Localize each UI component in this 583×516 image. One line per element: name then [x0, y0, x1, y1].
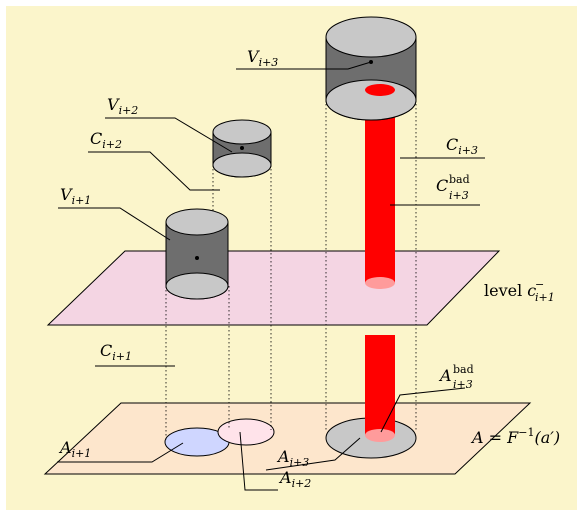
- label-C-i2: Ci+2: [90, 129, 122, 151]
- label-C-bad-sup: bad: [449, 173, 470, 186]
- bad-tube-lower-end: [365, 429, 395, 441]
- label-A-bad-sup: bad: [453, 363, 474, 376]
- level-plane: [46, 250, 501, 326]
- label-C-bad: C: [436, 176, 448, 195]
- label-A-i1: Ai+1: [58, 438, 91, 460]
- label-A-i2: Ai+2: [278, 468, 311, 490]
- label-A-bad-sub: i+3: [453, 378, 473, 391]
- cylinder-V-i2: [212, 119, 272, 178]
- label-C-bad-sub: i+3: [449, 189, 469, 202]
- label-C-i3: Ci+3: [446, 135, 478, 157]
- label-A-bad: A: [438, 366, 452, 385]
- label-level: level c: [484, 281, 536, 300]
- cylinder-V-i1: [165, 208, 229, 300]
- label-A-preimage: A = F−1(a′): [470, 426, 560, 447]
- projection-lines: [165, 100, 417, 442]
- bad-tube-upper-bottom: [365, 277, 395, 289]
- disk-A-i2: [217, 418, 275, 446]
- label-A-i3: Ai+3: [276, 447, 309, 469]
- cylinder-V-i3: [325, 16, 417, 121]
- label-C-i1: Ci+1: [100, 341, 132, 363]
- label-V-i1: Vi+1: [60, 185, 91, 207]
- bad-tube-upper: [365, 90, 395, 283]
- label-level-sup: −: [535, 278, 544, 291]
- label-level-sub: i+1: [535, 291, 555, 304]
- leader-lines: [57, 61, 485, 491]
- label-V-i3: Vi+3: [247, 47, 278, 69]
- label-V-i2: Vi+2: [107, 95, 138, 117]
- bad-tube-lower: [365, 335, 395, 435]
